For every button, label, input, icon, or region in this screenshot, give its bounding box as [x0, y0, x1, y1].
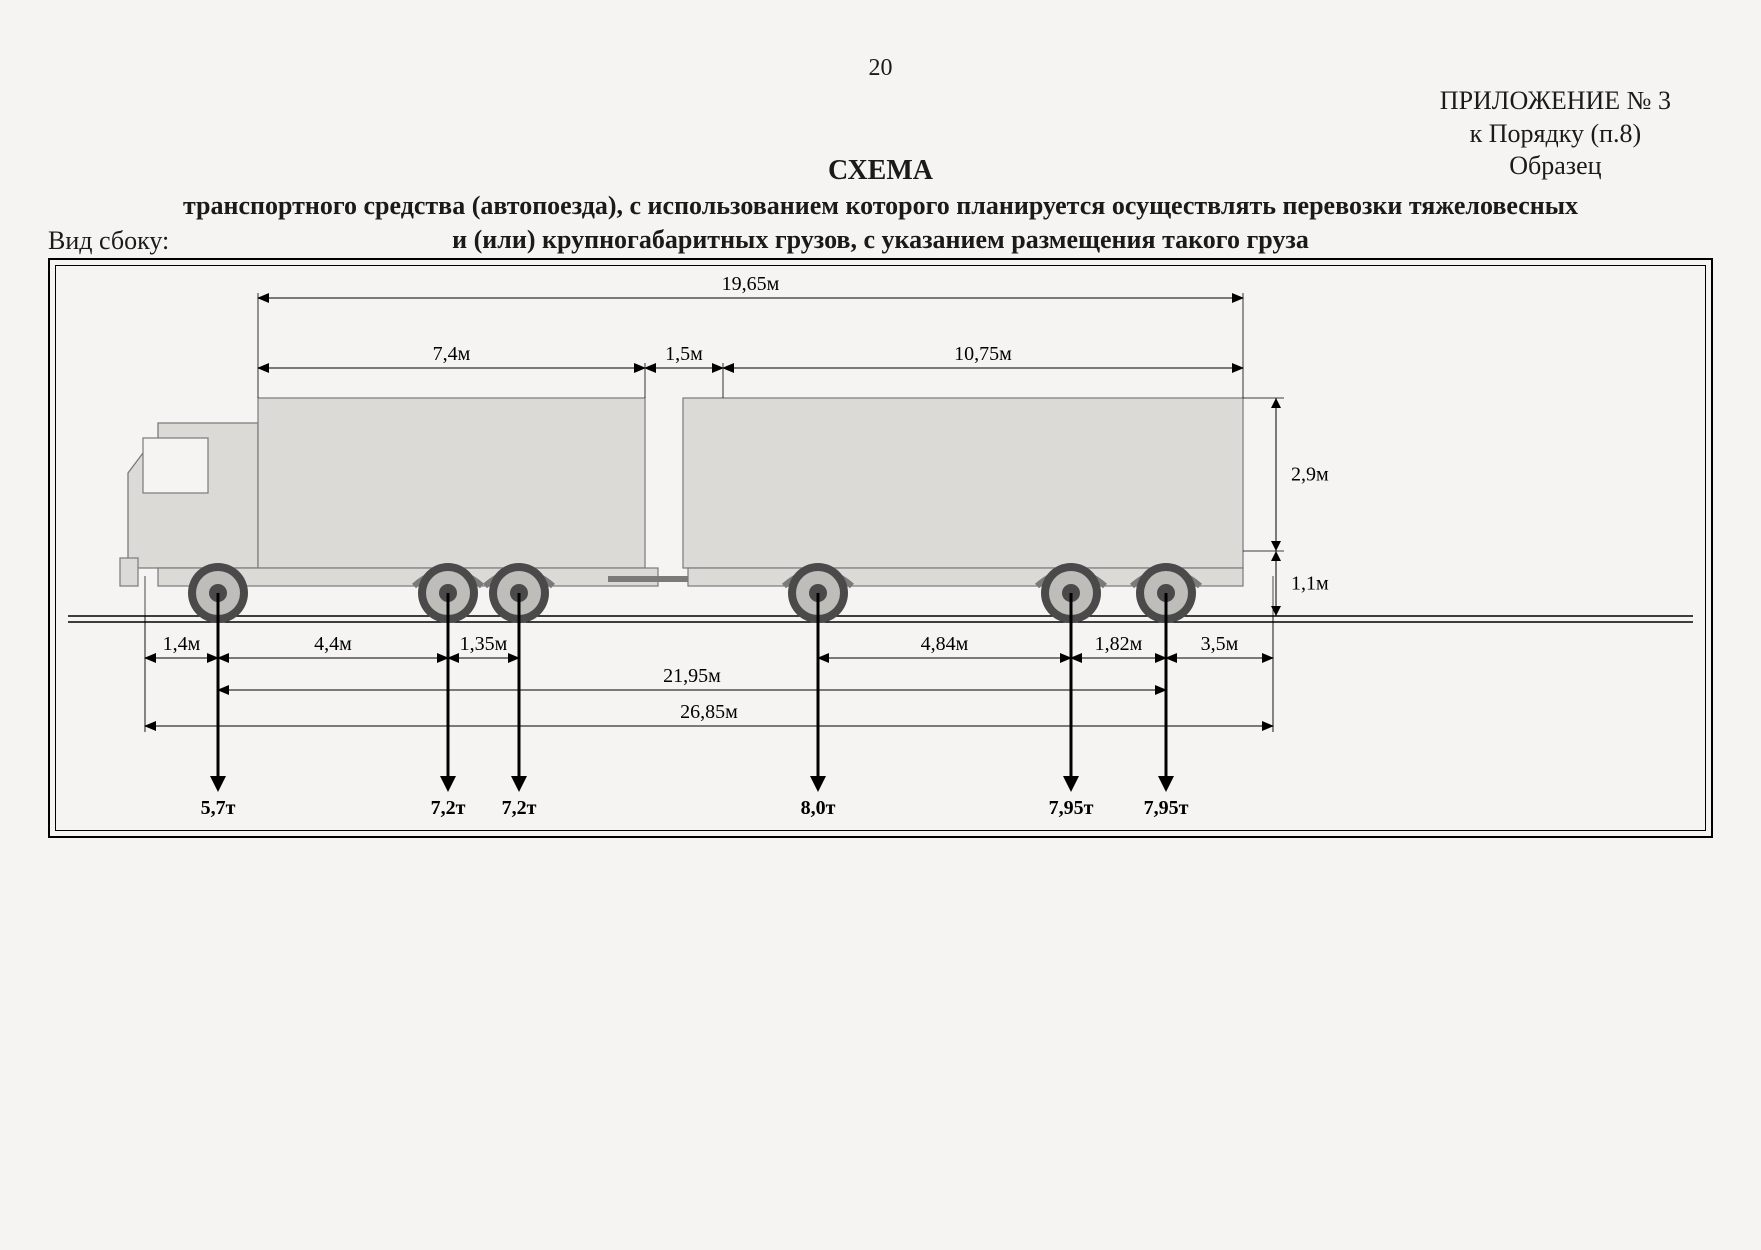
svg-text:1,1м: 1,1м [1291, 573, 1329, 595]
svg-text:7,2т: 7,2т [502, 797, 537, 819]
svg-text:10,75м: 10,75м [954, 343, 1012, 365]
truck-diagram: 19,65м 7,4м 1,5м 10,75м 2,9м 1,1м 1,4м 4,4м 1,35… [48, 258, 1713, 838]
svg-text:4,4м: 4,4м [314, 633, 352, 655]
svg-text:26,85м: 26,85м [680, 701, 738, 723]
svg-text:4,84м: 4,84м [921, 633, 969, 655]
svg-text:1,4м: 1,4м [163, 633, 201, 655]
svg-text:19,65м: 19,65м [722, 273, 780, 295]
svg-text:1,35м: 1,35м [460, 633, 508, 655]
svg-text:3,5м: 3,5м [1201, 633, 1239, 655]
side-view-label: Вид сбоку: [48, 226, 169, 256]
page-root: 20 ПРИЛОЖЕНИЕ № 3 к Порядку (п.8) Образе… [0, 0, 1761, 1250]
svg-text:1,82м: 1,82м [1095, 633, 1143, 655]
appendix-line1: ПРИЛОЖЕНИЕ № 3 [1440, 85, 1671, 118]
svg-text:2,9м: 2,9м [1291, 464, 1329, 486]
title-line1: транспортного средства (автопоезда), с и… [0, 191, 1761, 221]
svg-text:7,95т: 7,95т [1049, 797, 1094, 819]
svg-text:7,95т: 7,95т [1144, 797, 1189, 819]
title-line2: и (или) крупногабаритных грузов, с указа… [0, 225, 1761, 255]
svg-text:7,4м: 7,4м [433, 343, 471, 365]
diagram-svg-wrap: 19,65м 7,4м 1,5м 10,75м 2,9м 1,1м 1,4м 4,4м 1,35… [48, 258, 1713, 838]
svg-text:7,2т: 7,2т [431, 797, 466, 819]
svg-text:5,7т: 5,7т [201, 797, 236, 819]
svg-text:21,95м: 21,95м [663, 665, 721, 687]
svg-text:8,0т: 8,0т [801, 797, 836, 819]
appendix-line2: к Порядку (п.8) [1440, 118, 1671, 151]
svg-text:1,5м: 1,5м [665, 343, 703, 365]
title-block: СХЕМА транспортного средства (автопоезда… [0, 155, 1761, 255]
page-number: 20 [869, 55, 893, 82]
title-heading: СХЕМА [0, 155, 1761, 187]
